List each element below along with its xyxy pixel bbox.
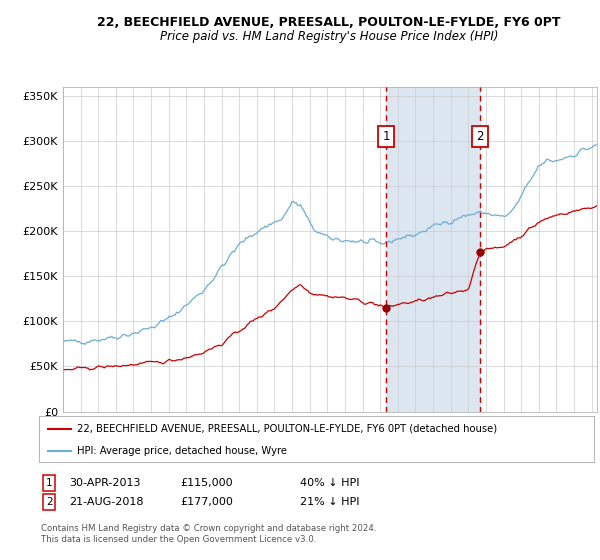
Text: Contains HM Land Registry data © Crown copyright and database right 2024.: Contains HM Land Registry data © Crown c… <box>41 524 376 533</box>
Text: 1: 1 <box>382 130 390 143</box>
Bar <box>386 87 479 412</box>
Text: 22, BEECHFIELD AVENUE, PREESALL, POULTON-LE-FYLDE, FY6 0PT: 22, BEECHFIELD AVENUE, PREESALL, POULTON… <box>97 16 560 29</box>
Text: 1: 1 <box>46 478 53 488</box>
Text: Price paid vs. HM Land Registry's House Price Index (HPI): Price paid vs. HM Land Registry's House … <box>160 30 498 43</box>
Text: 2: 2 <box>476 130 484 143</box>
Text: 40% ↓ HPI: 40% ↓ HPI <box>300 478 359 488</box>
Text: 22, BEECHFIELD AVENUE, PREESALL, POULTON-LE-FYLDE, FY6 0PT (detached house): 22, BEECHFIELD AVENUE, PREESALL, POULTON… <box>77 424 497 434</box>
Text: £115,000: £115,000 <box>180 478 233 488</box>
Text: £177,000: £177,000 <box>180 497 233 507</box>
Text: HPI: Average price, detached house, Wyre: HPI: Average price, detached house, Wyre <box>77 446 287 455</box>
Text: 30-APR-2013: 30-APR-2013 <box>69 478 140 488</box>
Text: 2: 2 <box>46 497 53 507</box>
Text: 21% ↓ HPI: 21% ↓ HPI <box>300 497 359 507</box>
Text: 21-AUG-2018: 21-AUG-2018 <box>69 497 143 507</box>
Text: This data is licensed under the Open Government Licence v3.0.: This data is licensed under the Open Gov… <box>41 535 316 544</box>
